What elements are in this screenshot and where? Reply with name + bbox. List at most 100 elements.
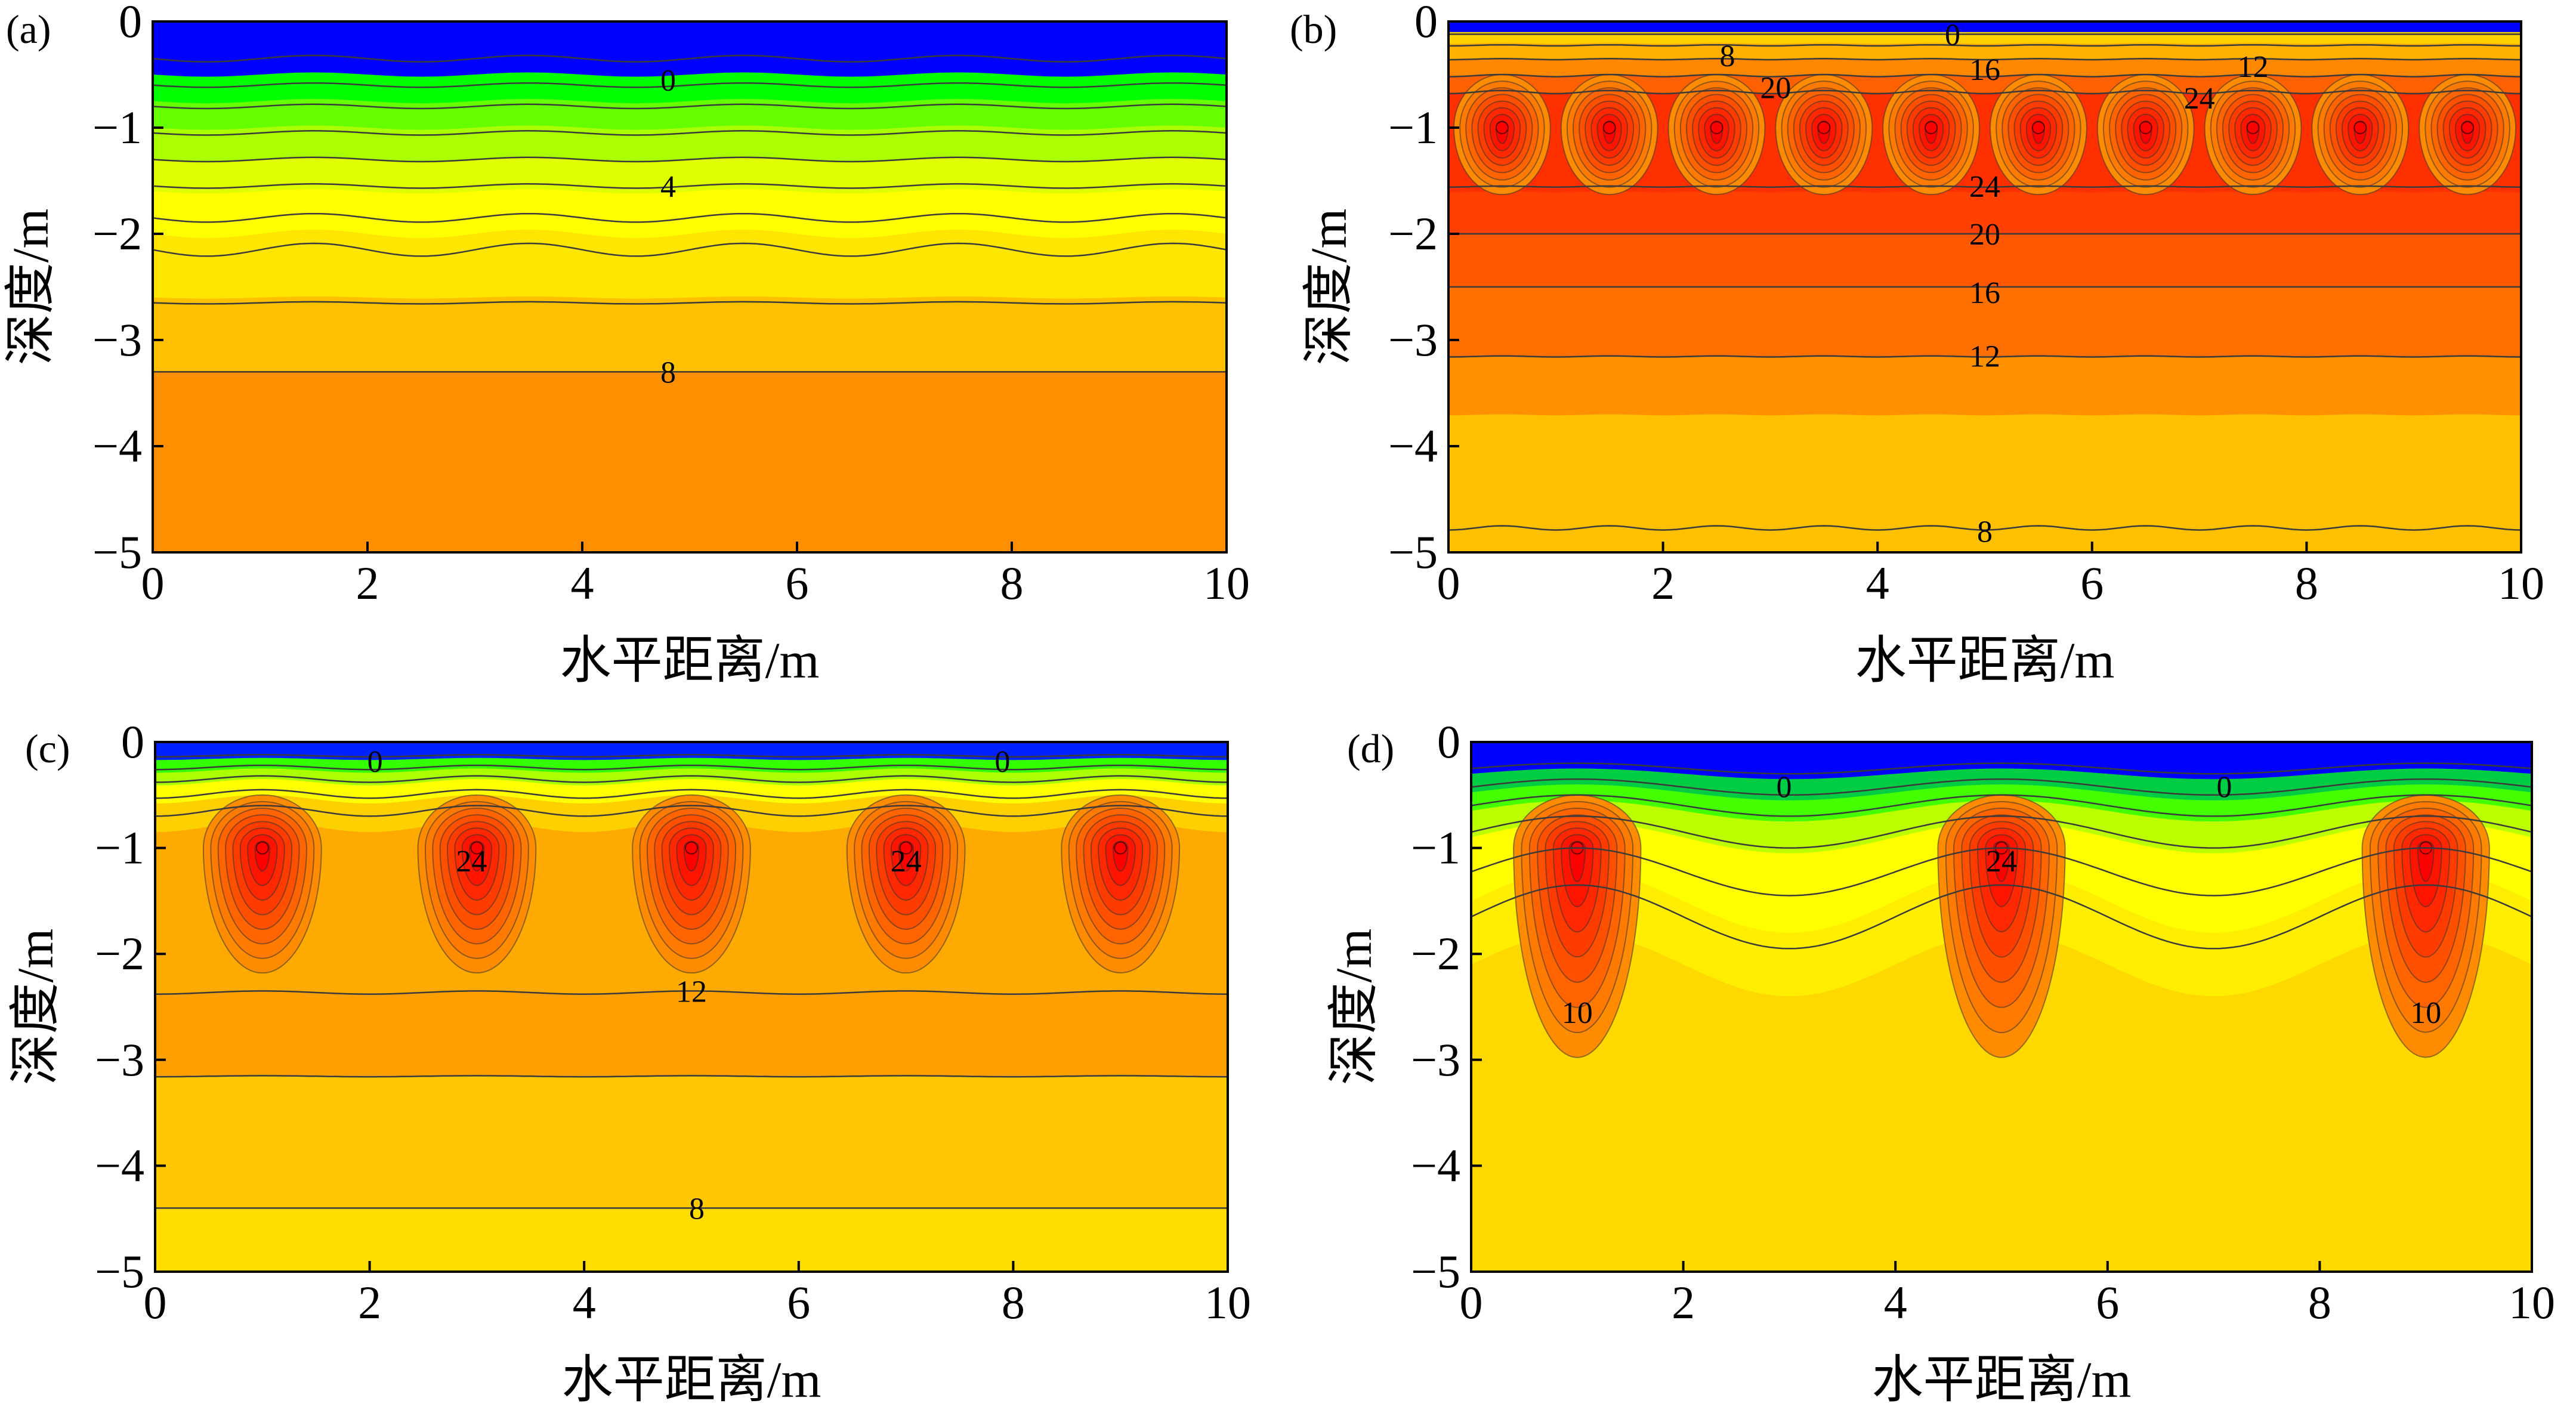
y-tick-label: 0 xyxy=(119,0,142,47)
contour-label: 20 xyxy=(1969,218,2000,252)
x-tick-label: 0 xyxy=(144,1276,167,1328)
panel-label: (c) xyxy=(25,726,70,771)
y-tick-label: −5 xyxy=(95,1245,144,1297)
heat-source-core xyxy=(2461,121,2475,134)
heat-source xyxy=(417,794,537,974)
heat-source-core xyxy=(1114,841,1128,855)
contour-line xyxy=(155,754,1228,758)
contour-line xyxy=(153,82,1227,88)
x-tick-label: 0 xyxy=(141,557,165,609)
contour-line xyxy=(155,1075,1228,1078)
contour-line xyxy=(1471,762,2532,775)
x-tick-label: 4 xyxy=(1884,1276,1907,1328)
contour-label: 0 xyxy=(2216,771,2232,805)
heat-source xyxy=(632,794,751,974)
contour-line xyxy=(155,990,1228,995)
color-band xyxy=(155,1208,1228,1272)
y-tick-label: −3 xyxy=(1411,1034,1460,1086)
contour-line xyxy=(1471,794,2532,817)
x-axis-label: 水平距离/m xyxy=(562,1351,821,1408)
contour-line xyxy=(1471,847,2532,897)
heat-source xyxy=(1513,794,1642,1059)
y-tick-label: −2 xyxy=(1388,208,1438,259)
x-tick-label: 4 xyxy=(573,1276,596,1328)
plot-area: 0 0 24 10 10 xyxy=(1471,742,2532,1272)
heat-source-core xyxy=(685,841,698,855)
y-tick-label: −2 xyxy=(95,928,144,979)
contour-line xyxy=(153,183,1227,189)
x-tick-label: 10 xyxy=(1203,557,1250,609)
contour-label: 0 xyxy=(660,64,676,98)
contour-line xyxy=(153,54,1227,63)
heat-source xyxy=(202,794,322,974)
contour-line xyxy=(1448,185,2521,188)
panel-label: (a) xyxy=(6,7,51,52)
heat-source-core xyxy=(1710,121,1723,134)
contour-line xyxy=(1448,58,2521,61)
y-tick-label: 0 xyxy=(121,716,144,768)
plot-area: 0 8 16 12 20 24 24 20 16 12 8 xyxy=(1448,21,2521,552)
contour-label: 8 xyxy=(689,1192,705,1226)
contour-label: 8 xyxy=(660,356,676,389)
y-axis-label: 深度/m xyxy=(1300,209,1357,366)
contour-line xyxy=(1471,778,2532,796)
contour-label: 0 xyxy=(994,745,1010,779)
panel-label: (b) xyxy=(1290,7,1337,52)
contour-label: 8 xyxy=(1719,39,1735,73)
contour-label: 24 xyxy=(456,845,487,879)
x-tick-label: 4 xyxy=(1866,557,1889,609)
contour-line xyxy=(1471,815,2532,849)
heat-source xyxy=(2204,74,2302,196)
x-axis-label: 水平距离/m xyxy=(1855,632,2115,689)
heat-source-core xyxy=(470,841,484,855)
contour-label: 10 xyxy=(2410,996,2441,1030)
heat-source xyxy=(1775,74,1873,196)
y-axis-label: 深度/m xyxy=(2,209,59,366)
x-tick-label: 2 xyxy=(1672,1276,1695,1328)
contour-line xyxy=(1448,89,2521,95)
color-band xyxy=(1471,932,2532,1272)
contour-label: 12 xyxy=(676,975,707,1009)
contour-line xyxy=(155,805,1228,817)
panel-0: 0 4 8 0 2 4 6 8 10 0 −1 −2 −3 −4 −5 水平距离/m 深度/m (a) xyxy=(2,0,1250,689)
contour-label: 24 xyxy=(2184,82,2215,116)
heat-source xyxy=(1453,74,1551,196)
heat-source xyxy=(1667,74,1766,196)
contour-label: 16 xyxy=(1969,53,2000,87)
contour-line xyxy=(1448,44,2521,47)
heat-source-core xyxy=(899,841,913,855)
heat-source xyxy=(2361,794,2490,1059)
heat-source xyxy=(1882,74,1981,196)
contour-line xyxy=(155,775,1228,783)
y-tick-label: 0 xyxy=(1414,0,1438,47)
contour-line xyxy=(1471,884,2532,950)
contour-label: 20 xyxy=(1760,71,1791,105)
y-tick-label: −3 xyxy=(95,1034,144,1086)
contour-line xyxy=(1448,355,2521,358)
heat-source xyxy=(1560,74,1658,196)
y-tick-label: −3 xyxy=(1388,314,1438,366)
y-axis-label: 深度/m xyxy=(1325,929,1382,1086)
contour-line xyxy=(1448,73,2521,78)
x-tick-label: 0 xyxy=(1460,1276,1483,1328)
y-tick-label: −4 xyxy=(92,420,142,472)
y-tick-label: −1 xyxy=(95,822,144,874)
heat-source-core xyxy=(2031,121,2045,134)
x-tick-label: 10 xyxy=(2498,557,2544,609)
y-tick-label: −3 xyxy=(92,314,142,366)
plot-frame xyxy=(1470,741,2533,1273)
contour-line xyxy=(153,156,1227,163)
x-tick-label: 2 xyxy=(356,557,379,609)
heat-source-core xyxy=(1925,121,1938,134)
heat-source xyxy=(2419,74,2517,196)
heat-source-core xyxy=(255,841,269,855)
x-tick-label: 0 xyxy=(1437,557,1460,609)
x-tick-label: 8 xyxy=(1002,1276,1025,1328)
contour-line xyxy=(153,242,1227,257)
color-band xyxy=(153,372,1227,552)
contour-label: 12 xyxy=(1969,340,2000,374)
plot-area: 0 4 8 xyxy=(153,21,1227,552)
